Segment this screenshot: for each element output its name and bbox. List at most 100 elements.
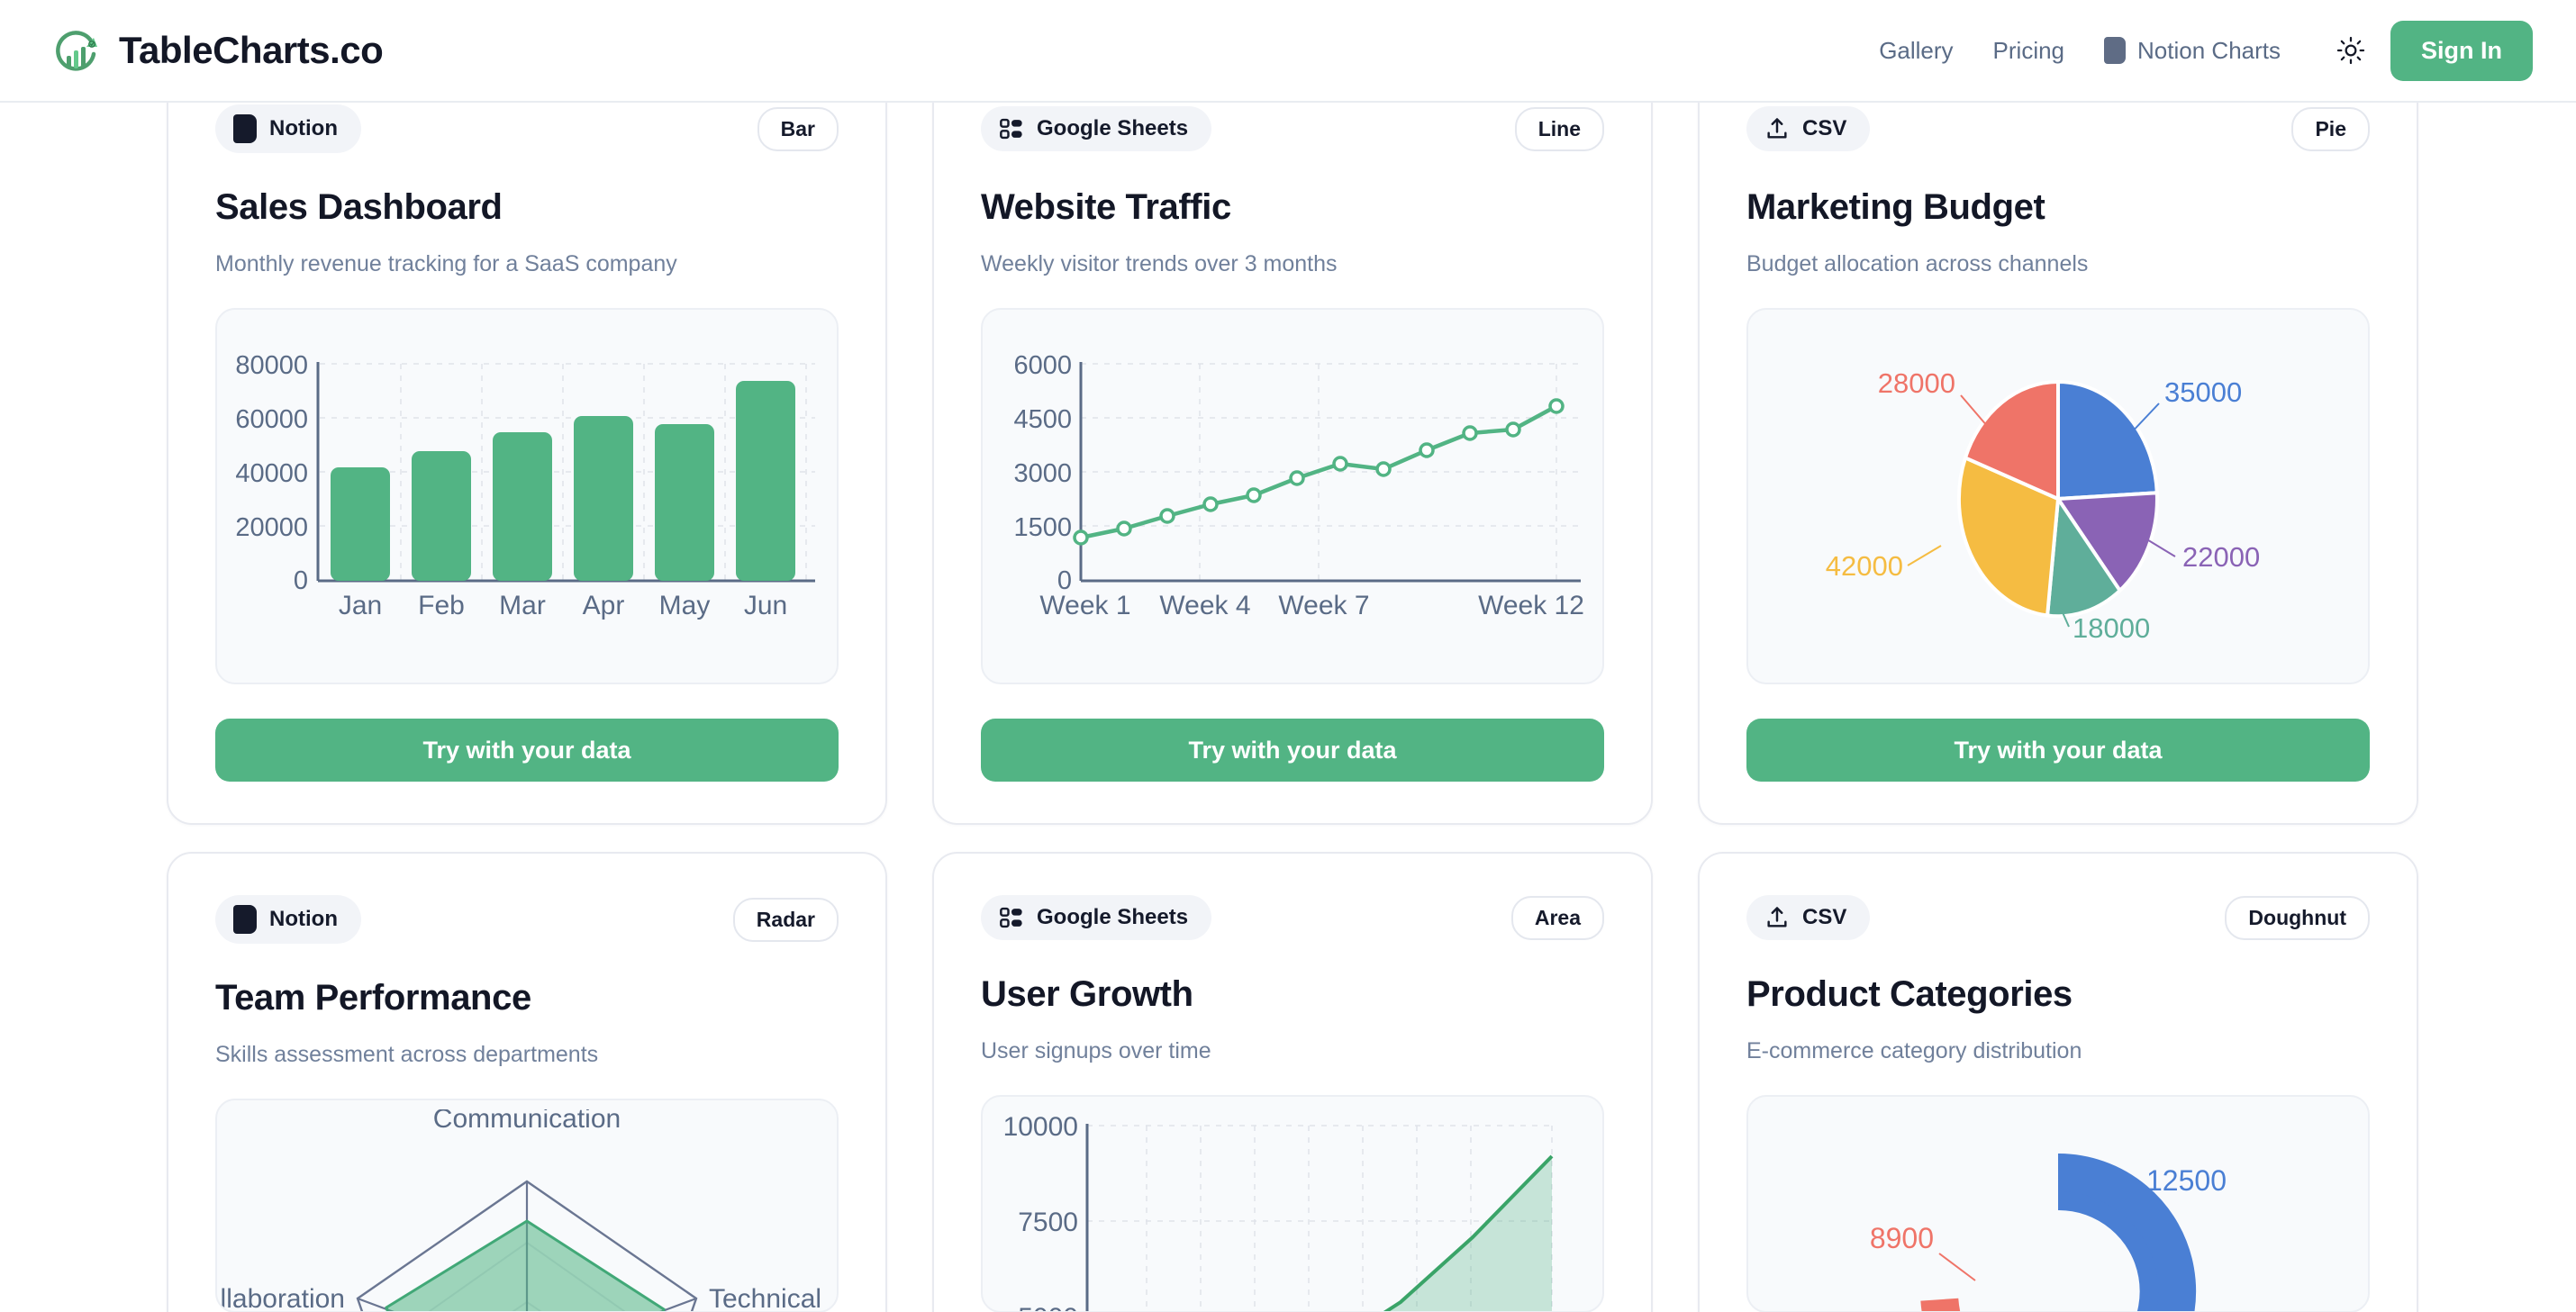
sign-in-button[interactable]: Sign In <box>2390 20 2533 81</box>
source-label: Notion <box>269 907 338 931</box>
svg-text:10000: 10000 <box>1003 1113 1078 1142</box>
chart-gallery-grid: Notion Bar Sales Dashboard Monthly reven… <box>0 103 2576 1312</box>
main-nav: Gallery Pricing Notion Charts Sign In <box>1859 20 2533 81</box>
sun-icon <box>2336 36 2365 65</box>
chart-type-badge: Line <box>1514 106 1604 151</box>
card-description: Budget allocation across channels <box>1746 251 2089 276</box>
notion-page-icon <box>2104 37 2127 64</box>
card-header: CSV Doughnut <box>1746 895 2370 940</box>
card-header: CSV Pie <box>1746 104 2370 153</box>
svg-text:Apr: Apr <box>583 591 625 620</box>
svg-text:0: 0 <box>294 566 308 595</box>
nav-link-gallery[interactable]: Gallery <box>1879 36 1954 64</box>
svg-text:4500: 4500 <box>1013 405 1072 434</box>
radar-axis-label-collaboration: ollaboration <box>221 1284 345 1312</box>
chart-type-badge: Pie <box>2291 106 2370 151</box>
chart-card-website-traffic[interactable]: Google Sheets Line Website Traffic Weekl… <box>932 103 1653 825</box>
svg-text:Week 12: Week 12 <box>1478 591 1584 620</box>
svg-text:35000: 35000 <box>2164 376 2242 408</box>
svg-text:20000: 20000 <box>235 513 308 542</box>
try-with-your-data-button[interactable]: Try with your data <box>981 719 1604 782</box>
card-description: Weekly visitor trends over 3 months <box>981 251 1338 276</box>
card-header: Notion Bar <box>215 104 839 153</box>
try-with-your-data-button[interactable]: Try with your data <box>1746 719 2370 782</box>
radar-axis-label-technical: Technical <box>709 1284 821 1312</box>
svg-text:Feb: Feb <box>418 591 465 620</box>
circular-arrow-bar-chart-logo <box>56 31 97 71</box>
svg-text:80000: 80000 <box>235 351 308 380</box>
svg-text:Week 7: Week 7 <box>1278 591 1369 620</box>
svg-text:6000: 6000 <box>1013 351 1072 380</box>
try-with-your-data-button[interactable]: Try with your data <box>215 719 839 782</box>
card-title: User Growth <box>981 974 1193 1014</box>
nav-link-pricing[interactable]: Pricing <box>1992 36 2065 64</box>
svg-text:7500: 7500 <box>1018 1208 1078 1237</box>
card-header: Google Sheets Area <box>981 895 1604 940</box>
site-header: TableCharts.co Gallery Pricing Notion Ch… <box>0 0 2576 103</box>
google-sheets-grid-icon <box>1000 907 1022 928</box>
svg-text:Week 4: Week 4 <box>1159 591 1250 620</box>
radar-chart-preview: Communication Technical ollaboration <box>215 1099 839 1312</box>
svg-text:Jan: Jan <box>339 591 382 620</box>
svg-text:0: 0 <box>1057 566 1072 595</box>
card-description: E-commerce category distribution <box>1746 1038 2082 1063</box>
source-badge-csv: CSV <box>1746 106 1871 151</box>
svg-text:22000: 22000 <box>2182 541 2260 573</box>
chart-card-sales-dashboard[interactable]: Notion Bar Sales Dashboard Monthly reven… <box>167 103 887 825</box>
svg-text:5000: 5000 <box>1018 1303 1078 1312</box>
chart-card-marketing-budget[interactable]: CSV Pie Marketing Budget Budget allocati… <box>1698 103 2418 825</box>
chart-type-badge: Area <box>1510 895 1604 940</box>
nav-link-notion-charts-label: Notion Charts <box>2137 36 2281 64</box>
svg-text:28000: 28000 <box>1878 367 1955 399</box>
google-sheets-grid-icon <box>1000 118 1022 140</box>
svg-text:60000: 60000 <box>235 405 308 434</box>
source-badge-google-sheets: Google Sheets <box>981 895 1212 940</box>
card-title: Team Performance <box>215 978 531 1018</box>
card-description: Monthly revenue tracking for a SaaS comp… <box>215 251 677 276</box>
chart-type-badge: Doughnut <box>2225 895 2370 940</box>
source-badge-notion: Notion <box>215 895 361 944</box>
source-label: CSV <box>1802 116 1847 140</box>
source-badge-google-sheets: Google Sheets <box>981 106 1212 151</box>
card-title: Sales Dashboard <box>215 187 503 227</box>
source-label: Notion <box>269 116 338 140</box>
card-title: Product Categories <box>1746 974 2073 1014</box>
chart-type-badge: Bar <box>757 106 839 151</box>
notion-page-icon <box>233 114 257 143</box>
svg-text:42000: 42000 <box>1826 550 1903 582</box>
svg-text:May: May <box>659 591 711 620</box>
source-badge-csv: CSV <box>1746 895 1871 940</box>
source-badge-notion: Notion <box>215 104 361 153</box>
csv-upload-icon <box>1767 118 1787 139</box>
card-title: Website Traffic <box>981 187 1231 227</box>
source-label: CSV <box>1802 905 1847 929</box>
chart-card-user-growth[interactable]: Google Sheets Area User Growth User sign… <box>932 852 1653 1312</box>
card-header: Google Sheets Line <box>981 104 1604 153</box>
brand-logo-link[interactable]: TableCharts.co <box>52 27 384 74</box>
chart-card-team-performance[interactable]: Notion Radar Team Performance Skills ass… <box>167 852 887 1312</box>
line-chart-preview: 6000 4500 3000 1500 0 <box>981 308 1604 684</box>
svg-text:12500: 12500 <box>2146 1164 2227 1197</box>
nav-link-notion-charts[interactable]: Notion Charts <box>2084 37 2300 65</box>
chart-type-badge: Radar <box>732 897 839 942</box>
card-title: Marketing Budget <box>1746 187 2045 227</box>
source-label: Google Sheets <box>1037 905 1189 929</box>
svg-text:3000: 3000 <box>1013 459 1072 488</box>
chart-card-product-categories[interactable]: CSV Doughnut Product Categories E-commer… <box>1698 852 2418 1312</box>
card-description: User signups over time <box>981 1038 1211 1063</box>
pie-chart-preview: 35000 22000 18000 42000 28000 <box>1746 308 2370 684</box>
brand-name: TableCharts.co <box>119 29 384 71</box>
bar-chart-preview: 80000 60000 40000 20000 0 Jan <box>215 308 839 684</box>
svg-text:8900: 8900 <box>1870 1222 1934 1254</box>
theme-toggle-button[interactable] <box>2326 25 2376 76</box>
notion-page-icon <box>233 905 257 934</box>
source-label: Google Sheets <box>1037 116 1189 140</box>
radar-axis-label-communication: Communication <box>433 1109 621 1134</box>
card-header: Notion Radar <box>215 895 839 944</box>
csv-upload-icon <box>1767 907 1787 927</box>
svg-text:18000: 18000 <box>2073 612 2150 644</box>
doughnut-chart-preview: 12500 8900 <box>1746 1095 2370 1312</box>
card-description: Skills assessment across departments <box>215 1042 599 1067</box>
area-chart-preview: 10000 7500 5000 <box>981 1095 1604 1312</box>
svg-text:1500: 1500 <box>1013 513 1072 542</box>
